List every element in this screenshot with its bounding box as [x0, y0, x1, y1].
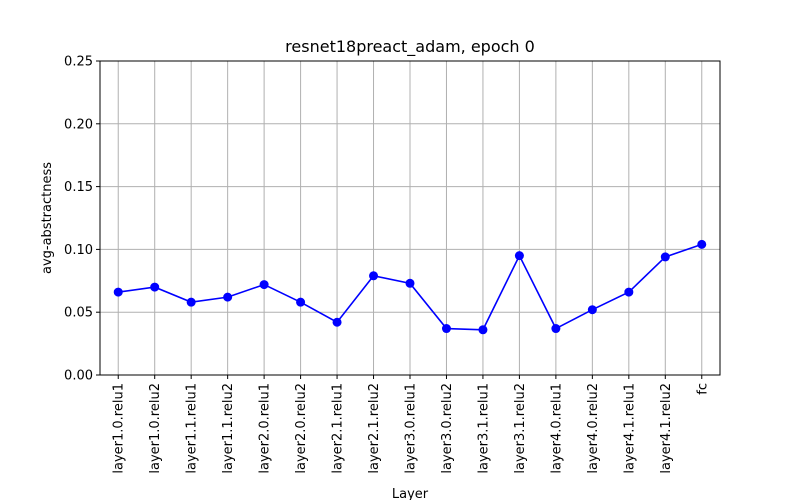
- y-tick-label: 0.20: [64, 117, 93, 132]
- x-tick-label: layer2.1.relu1: [331, 383, 346, 474]
- y-tick-label: 0.10: [64, 243, 93, 258]
- x-tick-label: layer2.1.relu2: [367, 383, 382, 474]
- x-tick-label: layer1.0.relu2: [148, 383, 163, 474]
- x-tick-label: layer3.0.relu2: [440, 383, 455, 474]
- grid: [100, 60, 720, 376]
- x-tick-label: layer3.1.relu2: [513, 383, 528, 474]
- data-point: [514, 251, 524, 261]
- data-point: [369, 271, 379, 281]
- x-tick-label: layer1.0.relu1: [112, 383, 127, 474]
- y-tick-label: 0.15: [64, 180, 93, 195]
- x-ticks: layer1.0.relu1 layer1.0.relu2 layer1.1.rel…: [112, 375, 710, 474]
- x-tick-label: layer1.1.relu1: [185, 383, 200, 474]
- data-point: [551, 324, 561, 334]
- data-point: [441, 324, 451, 334]
- x-tick-label: layer2.0.relu1: [258, 383, 273, 474]
- y-tick-label: 0.05: [64, 306, 93, 321]
- x-tick-label: layer3.0.relu1: [404, 383, 419, 474]
- data-point: [478, 325, 488, 335]
- data-point: [186, 297, 196, 307]
- x-tick-label: layer4.0.relu2: [586, 383, 601, 474]
- data-point: [405, 278, 415, 288]
- x-tick-label: layer4.1.relu1: [622, 383, 637, 474]
- x-axis-label: Layer: [392, 487, 429, 500]
- x-tick-label: layer2.0.relu2: [294, 383, 309, 474]
- data-point: [150, 282, 160, 292]
- x-tick-label: layer1.1.relu2: [221, 383, 236, 474]
- data-point: [259, 280, 269, 290]
- series-layer: [113, 239, 707, 335]
- data-point: [624, 287, 634, 297]
- x-tick-label: fc: [695, 383, 710, 395]
- x-tick-label: layer4.1.relu2: [659, 383, 674, 474]
- y-ticks: 0.00 0.05 0.10 0.15 0.20 0.25: [64, 55, 100, 384]
- data-point: [697, 239, 707, 249]
- y-tick-label: 0.25: [64, 55, 93, 70]
- data-point: [223, 292, 233, 302]
- x-tick-label: layer4.0.relu1: [549, 383, 564, 474]
- chart-title: resnet18preact_adam, epoch 0: [285, 37, 535, 57]
- y-axis-label: avg-abstractness: [40, 162, 55, 274]
- data-point: [660, 252, 670, 262]
- data-point: [113, 287, 123, 297]
- data-point: [587, 305, 597, 315]
- data-point: [332, 317, 342, 327]
- y-tick-label: 0.00: [64, 369, 93, 384]
- data-point: [296, 297, 306, 307]
- x-tick-label: layer3.1.relu1: [476, 383, 491, 474]
